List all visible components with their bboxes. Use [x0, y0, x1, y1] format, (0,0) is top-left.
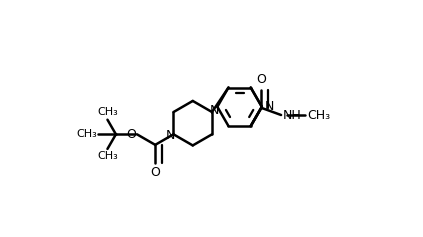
Text: N: N	[265, 100, 274, 113]
Text: CH₃: CH₃	[76, 129, 97, 139]
Text: N: N	[210, 104, 220, 117]
Text: O: O	[256, 73, 266, 86]
Text: CH₃: CH₃	[97, 151, 118, 161]
Text: N: N	[166, 129, 176, 142]
Text: NH: NH	[282, 109, 301, 122]
Text: O: O	[150, 166, 160, 179]
Text: O: O	[126, 128, 136, 141]
Text: CH₃: CH₃	[307, 109, 330, 122]
Text: CH₃: CH₃	[97, 107, 118, 117]
